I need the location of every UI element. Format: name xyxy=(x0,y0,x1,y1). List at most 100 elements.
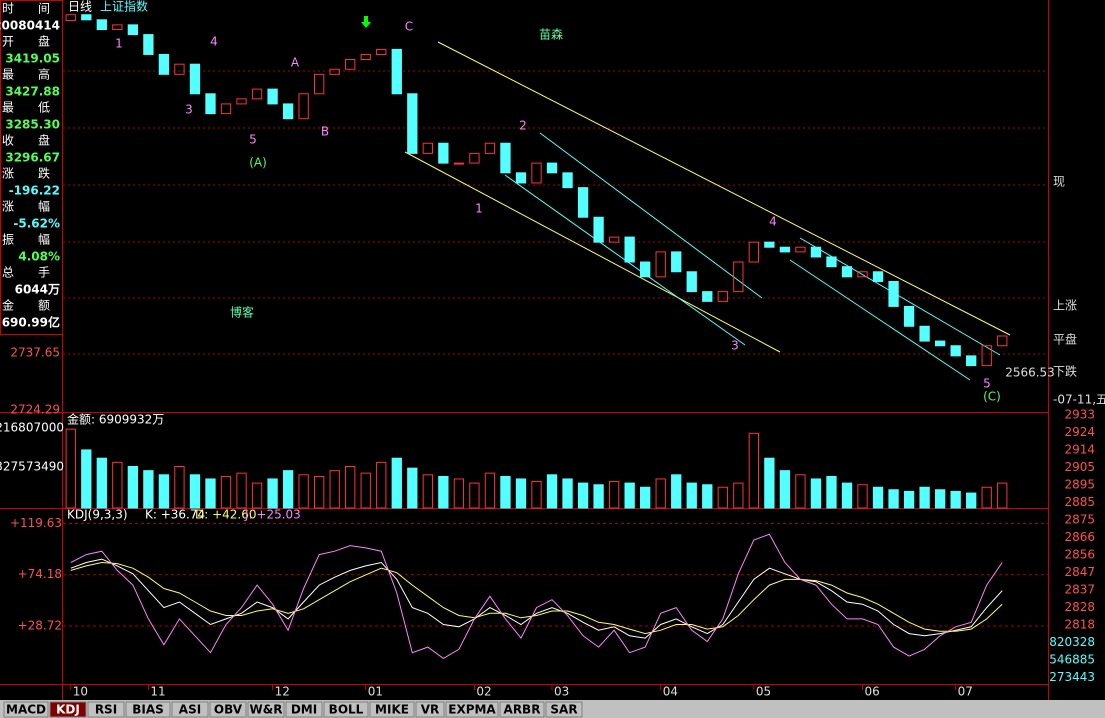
tab[interactable] xyxy=(285,701,323,718)
tab-label[interactable]: KDJ xyxy=(56,703,80,717)
tab[interactable] xyxy=(445,701,499,718)
candle xyxy=(903,305,915,327)
wave-label: 4 xyxy=(769,215,777,229)
volume-bar xyxy=(376,461,387,509)
candle xyxy=(329,68,340,75)
volume-bar xyxy=(702,484,713,509)
candle xyxy=(65,14,76,22)
tab[interactable] xyxy=(49,701,87,718)
volume-bar xyxy=(671,474,682,509)
candle xyxy=(950,345,961,357)
candle xyxy=(966,355,977,367)
x-tick-label: 01 xyxy=(368,685,383,699)
tab[interactable] xyxy=(545,701,583,718)
volume-bar xyxy=(981,486,992,509)
candle xyxy=(251,88,263,100)
volume-bar xyxy=(500,475,511,509)
tab[interactable] xyxy=(209,701,247,718)
volume-bar xyxy=(717,486,728,509)
tab-label[interactable]: BOLL xyxy=(329,703,364,717)
candle xyxy=(515,172,527,184)
tab-label[interactable]: OBV xyxy=(214,703,243,717)
candle xyxy=(469,152,480,164)
watermark: 苗森 xyxy=(539,27,563,42)
tab[interactable] xyxy=(125,701,171,718)
x-tick-label: 02 xyxy=(476,685,491,699)
tab[interactable] xyxy=(369,701,415,718)
info-label: 总 手 xyxy=(2,266,50,280)
y-tick-label: +28.72 xyxy=(18,618,62,632)
info-label: 收 盘 xyxy=(2,133,50,148)
tab[interactable] xyxy=(499,701,545,718)
wave-label: 5 xyxy=(249,133,257,147)
candle xyxy=(236,98,247,105)
scale-text: 2895 xyxy=(1064,478,1095,492)
candle xyxy=(407,93,418,154)
tab[interactable] xyxy=(171,701,209,718)
tab-label[interactable]: SAR xyxy=(550,703,577,717)
tab-label[interactable]: MIKE xyxy=(375,703,409,717)
wave-label: A xyxy=(291,56,300,70)
tab-label[interactable]: W&R xyxy=(250,703,283,717)
candle xyxy=(686,271,697,293)
candle xyxy=(267,88,278,105)
tab[interactable] xyxy=(87,701,125,718)
volume-bar xyxy=(329,470,340,509)
axis-text: 327573490 xyxy=(0,460,64,474)
candle xyxy=(143,34,154,55)
candle xyxy=(127,24,139,36)
tab-label[interactable]: BIAS xyxy=(132,703,164,717)
candle xyxy=(872,271,884,282)
tab-label[interactable]: EXPMA xyxy=(448,703,496,717)
side-text: 平盘 xyxy=(1053,332,1077,347)
candle xyxy=(174,63,185,75)
info-value: -196.22 xyxy=(9,184,60,198)
scale-text: 273443 xyxy=(1049,670,1095,684)
volume-bar xyxy=(298,474,309,509)
candle xyxy=(220,103,232,115)
candle xyxy=(562,172,573,189)
wave-label: 1 xyxy=(475,202,483,216)
tab-label[interactable]: ARBR xyxy=(504,703,541,717)
volume-bar xyxy=(407,467,418,509)
tab[interactable] xyxy=(323,701,369,718)
kdj-line xyxy=(70,558,1003,639)
y-tick-label: +74.18 xyxy=(18,567,62,581)
tab[interactable] xyxy=(3,701,49,718)
volume-bar xyxy=(950,490,961,509)
tab-label[interactable]: VR xyxy=(421,703,440,717)
scale-text: 2847 xyxy=(1064,565,1095,579)
tab[interactable] xyxy=(415,701,445,718)
info-value: 3419.05 xyxy=(5,52,60,66)
candle xyxy=(919,325,930,342)
candle xyxy=(810,246,822,258)
candle xyxy=(391,48,402,95)
candle xyxy=(655,251,666,278)
pane-title: KDJ(9,3,3) xyxy=(67,508,128,522)
info-label: 振 幅 xyxy=(2,232,50,247)
info-value: 3296.67 xyxy=(5,151,60,165)
wave-label: (C) xyxy=(983,390,1001,404)
tab[interactable] xyxy=(247,701,285,718)
volume-bar xyxy=(205,478,216,509)
tab-label[interactable]: ASI xyxy=(179,703,201,717)
info-value: 3285.30 xyxy=(5,118,60,132)
candle xyxy=(345,59,356,70)
axis-text: 216807000 xyxy=(0,421,64,435)
x-tick-label: 07 xyxy=(958,685,973,699)
volume-bar xyxy=(143,470,154,509)
volume-bar xyxy=(826,475,837,509)
tab-label[interactable]: MACD xyxy=(6,703,46,717)
side-text: 现 xyxy=(1053,175,1065,189)
info-value: 6044万 xyxy=(15,283,60,297)
scale-text: 2837 xyxy=(1064,583,1095,597)
volume-bar xyxy=(841,482,853,509)
readout: D: +42.60 xyxy=(195,508,257,522)
tab-label[interactable]: DMI xyxy=(291,703,317,717)
volume-bar xyxy=(282,470,294,509)
tab-label[interactable]: RSI xyxy=(95,703,117,717)
scale-text: 2875 xyxy=(1064,513,1095,527)
volume-bar xyxy=(236,472,247,509)
scale-text: 2885 xyxy=(1064,495,1095,509)
